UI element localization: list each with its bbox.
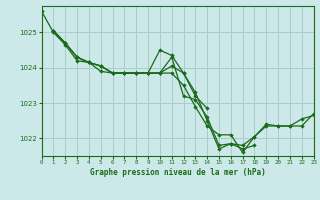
X-axis label: Graphe pression niveau de la mer (hPa): Graphe pression niveau de la mer (hPa) — [90, 168, 266, 177]
